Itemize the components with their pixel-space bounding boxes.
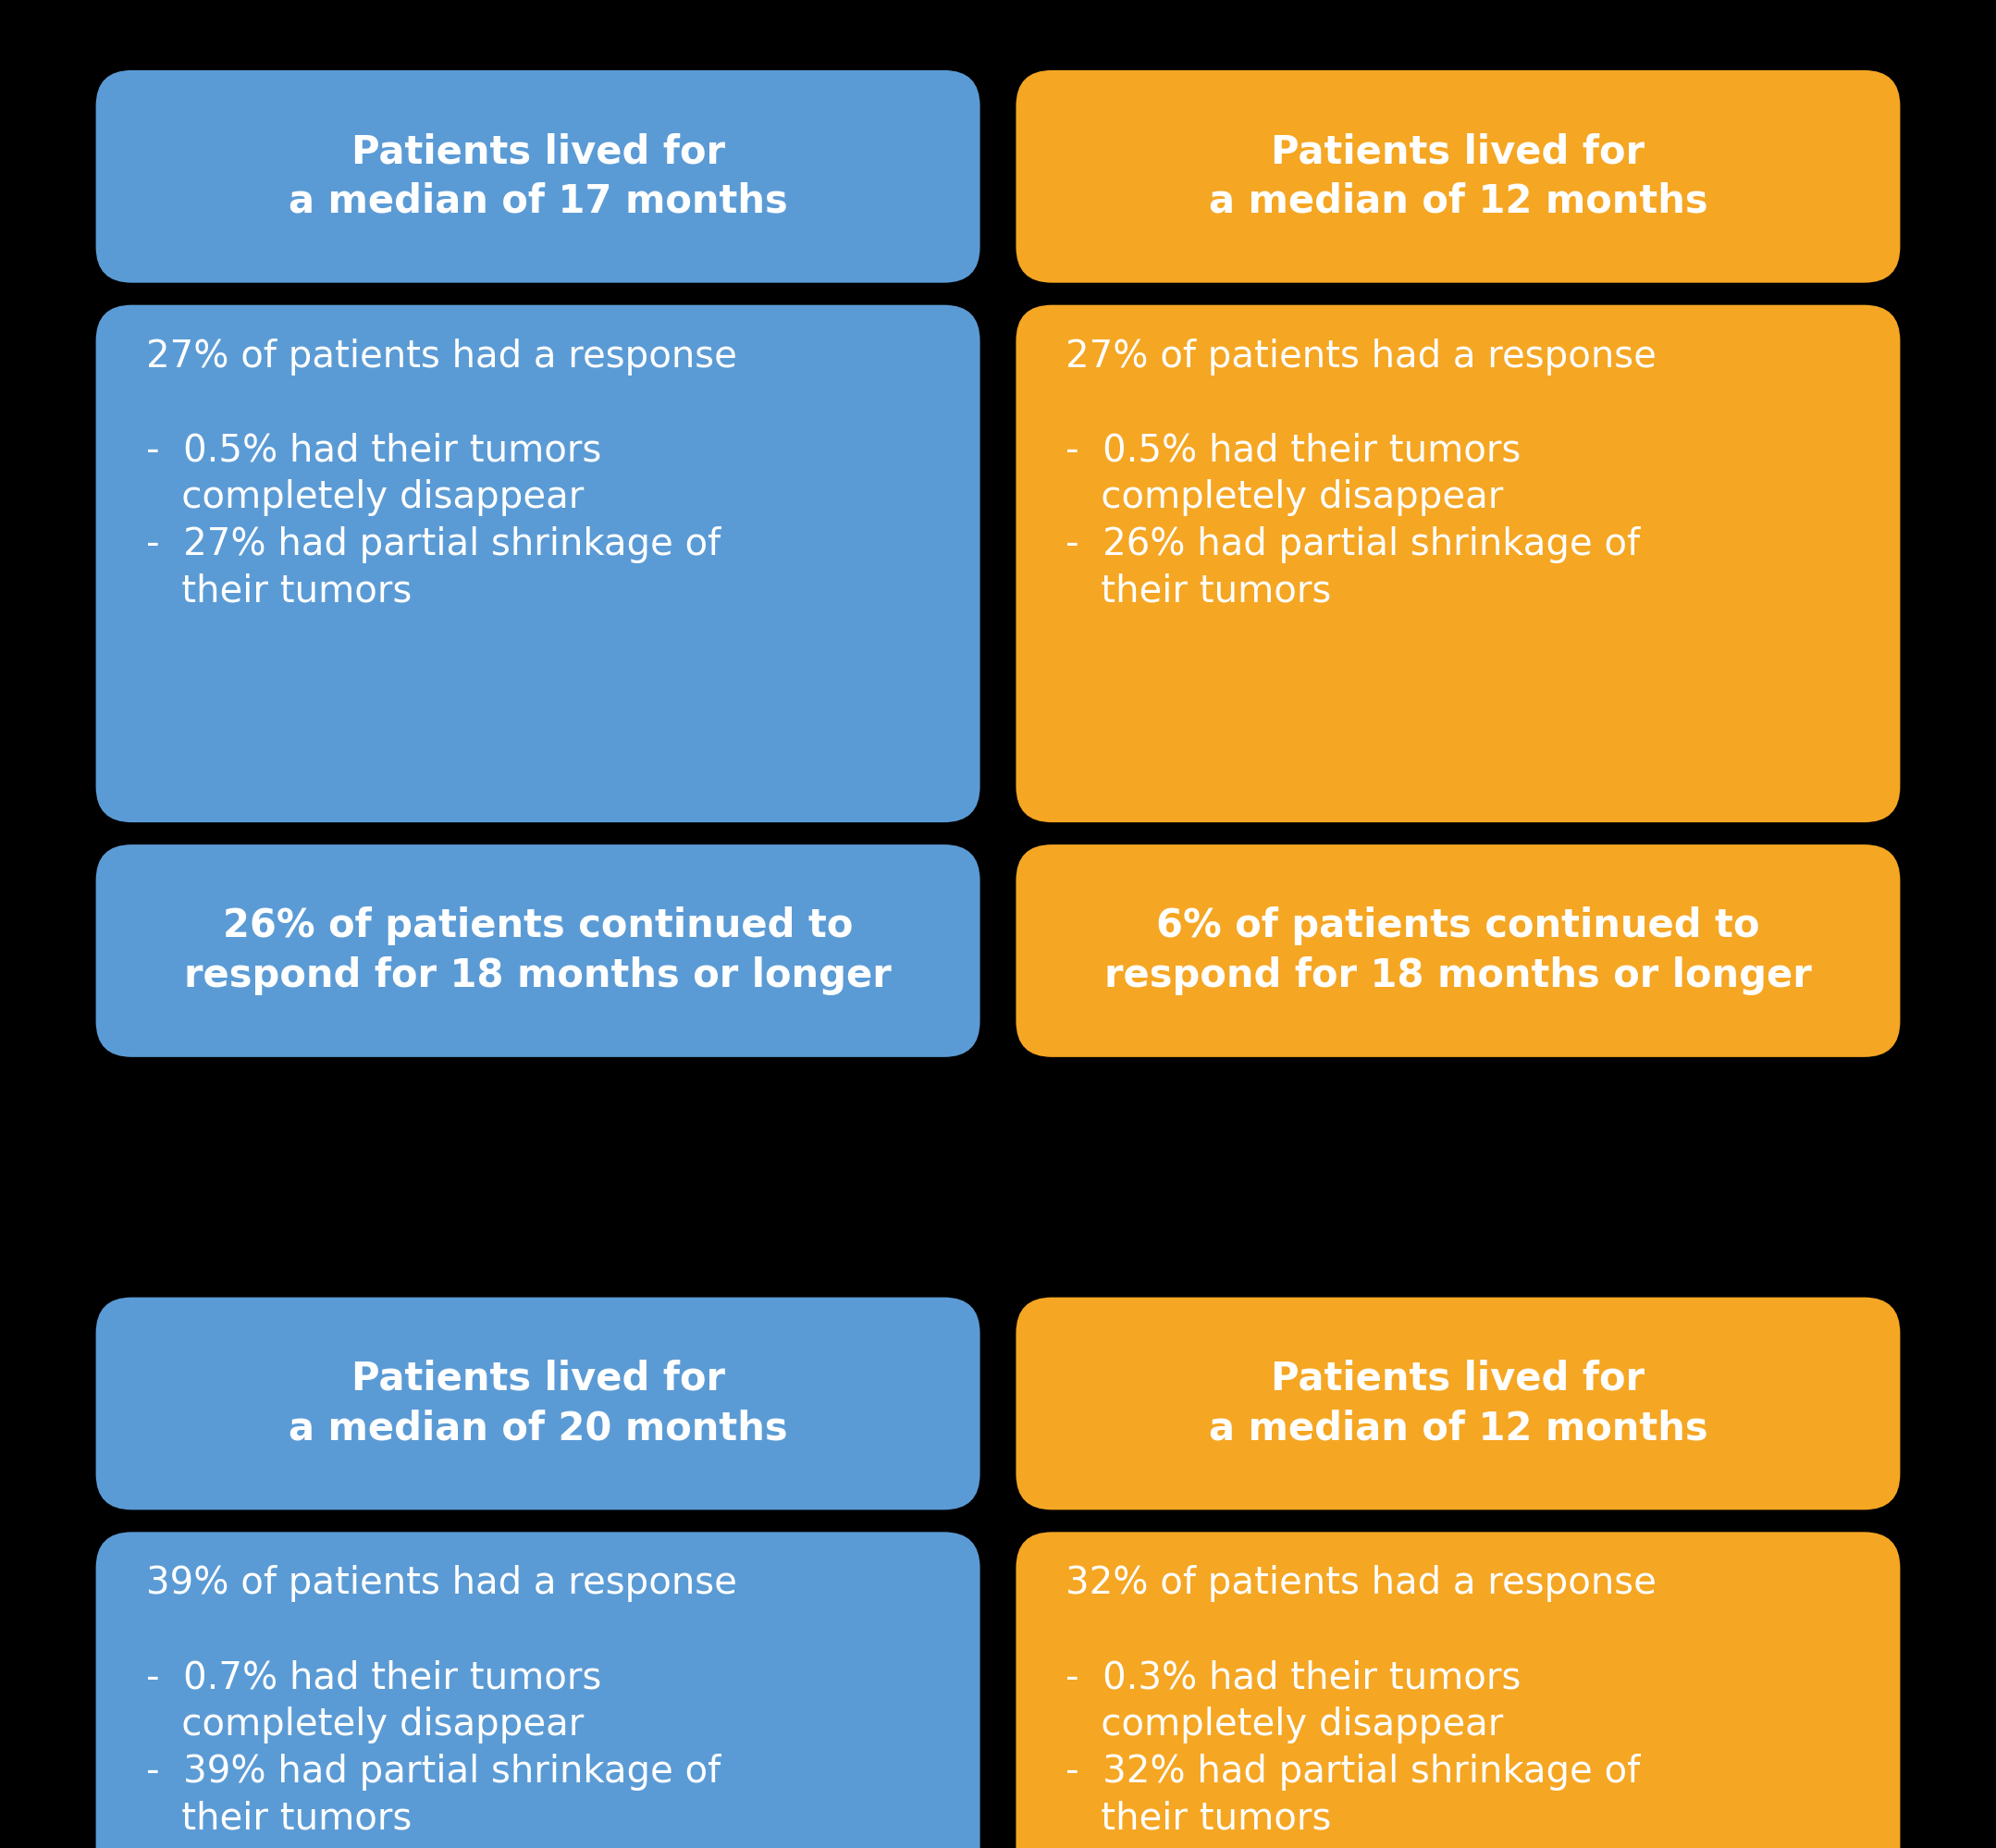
FancyBboxPatch shape: [96, 305, 980, 822]
FancyBboxPatch shape: [1016, 70, 1900, 283]
Text: 32% of patients had a response

-  0.3% had their tumors
   completely disappear: 32% of patients had a response - 0.3% ha…: [1066, 1565, 1657, 1837]
FancyBboxPatch shape: [96, 845, 980, 1057]
Text: Patients lived for
a median of 12 months: Patients lived for a median of 12 months: [1208, 133, 1709, 220]
Text: Patients lived for
a median of 12 months: Patients lived for a median of 12 months: [1208, 1360, 1709, 1447]
FancyBboxPatch shape: [1016, 845, 1900, 1057]
FancyBboxPatch shape: [1016, 1532, 1900, 1848]
Text: 26% of patients continued to
respond for 18 months or longer: 26% of patients continued to respond for…: [184, 907, 892, 994]
FancyBboxPatch shape: [96, 1297, 980, 1510]
Text: 6% of patients continued to
respond for 18 months or longer: 6% of patients continued to respond for …: [1104, 907, 1812, 994]
Text: 39% of patients had a response

-  0.7% had their tumors
   completely disappear: 39% of patients had a response - 0.7% ha…: [146, 1565, 737, 1837]
Text: Patients lived for
a median of 20 months: Patients lived for a median of 20 months: [287, 1360, 788, 1447]
Text: 27% of patients had a response

-  0.5% had their tumors
   completely disappear: 27% of patients had a response - 0.5% ha…: [1066, 338, 1657, 610]
Text: Patients lived for
a median of 17 months: Patients lived for a median of 17 months: [287, 133, 788, 220]
FancyBboxPatch shape: [1016, 305, 1900, 822]
FancyBboxPatch shape: [96, 1532, 980, 1848]
FancyBboxPatch shape: [96, 70, 980, 283]
FancyBboxPatch shape: [1016, 1297, 1900, 1510]
Text: 27% of patients had a response

-  0.5% had their tumors
   completely disappear: 27% of patients had a response - 0.5% ha…: [146, 338, 737, 610]
